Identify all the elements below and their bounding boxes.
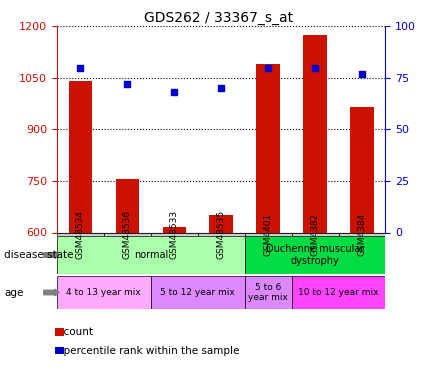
Text: 10 to 12 year mix: 10 to 12 year mix bbox=[298, 288, 379, 297]
FancyBboxPatch shape bbox=[57, 232, 104, 236]
FancyBboxPatch shape bbox=[245, 232, 292, 236]
FancyBboxPatch shape bbox=[245, 236, 385, 274]
Point bbox=[311, 64, 318, 70]
Point bbox=[358, 70, 365, 77]
Text: GSM48534: GSM48534 bbox=[76, 210, 85, 259]
Text: GSM4401: GSM4401 bbox=[264, 213, 272, 256]
FancyBboxPatch shape bbox=[245, 276, 292, 309]
FancyBboxPatch shape bbox=[198, 232, 245, 236]
FancyBboxPatch shape bbox=[57, 236, 245, 274]
Text: GSM48535: GSM48535 bbox=[217, 210, 226, 259]
Bar bbox=[350, 107, 374, 375]
Text: disease state: disease state bbox=[4, 250, 74, 260]
Text: 5 to 12 year mix: 5 to 12 year mix bbox=[160, 288, 235, 297]
Text: GSM48533: GSM48533 bbox=[170, 210, 179, 259]
Text: 4 to 13 year mix: 4 to 13 year mix bbox=[67, 288, 141, 297]
Point bbox=[77, 64, 84, 70]
Point bbox=[265, 64, 272, 70]
Text: normal: normal bbox=[134, 250, 168, 260]
FancyBboxPatch shape bbox=[151, 276, 245, 309]
Bar bbox=[256, 64, 280, 375]
Text: Duchenne muscular
dystrophy: Duchenne muscular dystrophy bbox=[266, 244, 364, 266]
Text: percentile rank within the sample: percentile rank within the sample bbox=[57, 346, 239, 355]
Point bbox=[218, 85, 225, 91]
Point bbox=[171, 89, 178, 95]
FancyBboxPatch shape bbox=[57, 276, 151, 309]
FancyBboxPatch shape bbox=[151, 232, 198, 236]
FancyBboxPatch shape bbox=[292, 276, 385, 309]
Bar bbox=[69, 81, 92, 375]
Bar bbox=[303, 35, 327, 375]
FancyBboxPatch shape bbox=[292, 232, 339, 236]
Text: GDS262 / 33367_s_at: GDS262 / 33367_s_at bbox=[145, 11, 293, 25]
Text: count: count bbox=[57, 327, 93, 337]
FancyBboxPatch shape bbox=[339, 232, 385, 236]
FancyBboxPatch shape bbox=[104, 232, 151, 236]
Point bbox=[124, 81, 131, 87]
Bar bbox=[116, 179, 139, 375]
Text: age: age bbox=[4, 288, 24, 297]
Bar bbox=[209, 215, 233, 375]
Bar bbox=[162, 227, 186, 375]
Text: GSM4384: GSM4384 bbox=[357, 213, 367, 256]
Text: GSM4382: GSM4382 bbox=[311, 213, 320, 256]
Text: GSM48536: GSM48536 bbox=[123, 210, 132, 259]
Text: 5 to 6
year mix: 5 to 6 year mix bbox=[248, 283, 288, 302]
